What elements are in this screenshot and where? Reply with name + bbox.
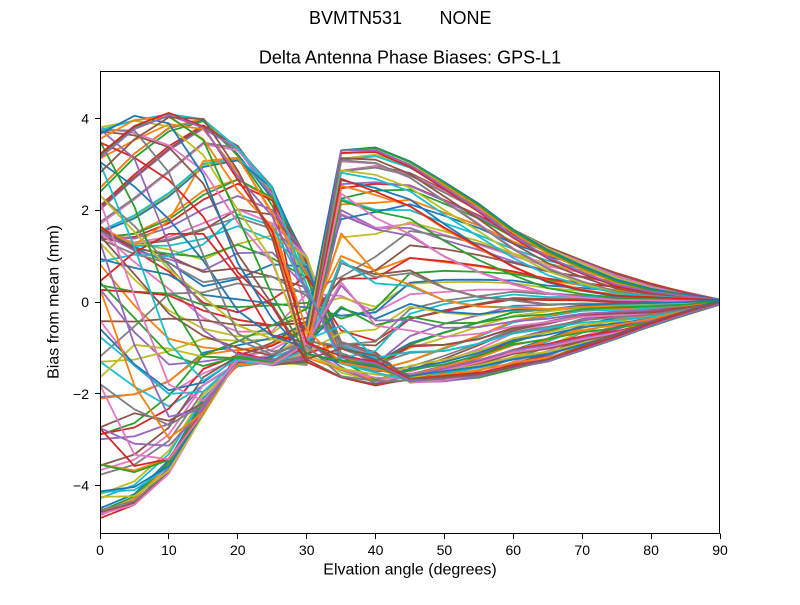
svg-text:BVMTN531: BVMTN531 — [309, 8, 402, 28]
svg-text:Bias from mean (mm): Bias from mean (mm) — [46, 225, 63, 379]
svg-text:30: 30 — [299, 542, 315, 558]
svg-text:0: 0 — [81, 294, 89, 310]
svg-text:20: 20 — [230, 542, 246, 558]
svg-text:−2: −2 — [73, 386, 89, 402]
svg-text:80: 80 — [643, 542, 659, 558]
svg-text:50: 50 — [437, 542, 453, 558]
svg-text:−4: −4 — [73, 478, 89, 494]
svg-text:NONE: NONE — [439, 8, 491, 28]
svg-text:Delta Antenna Phase Biases: GP: Delta Antenna Phase Biases: GPS-L1 — [259, 48, 561, 68]
svg-text:60: 60 — [506, 542, 522, 558]
svg-text:4: 4 — [81, 110, 89, 126]
svg-text:10: 10 — [161, 542, 177, 558]
svg-text:0: 0 — [96, 542, 104, 558]
svg-text:70: 70 — [574, 542, 590, 558]
svg-text:40: 40 — [368, 542, 384, 558]
svg-text:90: 90 — [712, 542, 728, 558]
svg-text:Elvation angle (degrees): Elvation angle (degrees) — [323, 562, 496, 579]
svg-text:2: 2 — [81, 202, 89, 218]
